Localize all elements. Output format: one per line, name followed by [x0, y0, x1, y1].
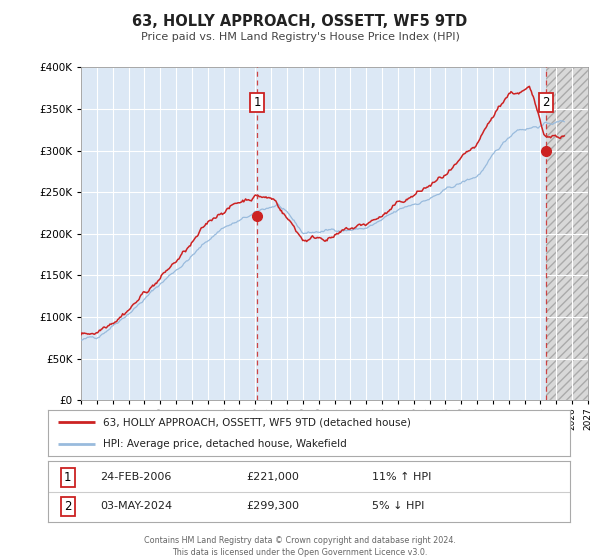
Text: 24-FEB-2006: 24-FEB-2006	[100, 472, 172, 482]
Text: 5% ↓ HPI: 5% ↓ HPI	[371, 501, 424, 511]
Text: HPI: Average price, detached house, Wakefield: HPI: Average price, detached house, Wake…	[103, 440, 347, 450]
Text: Price paid vs. HM Land Registry's House Price Index (HPI): Price paid vs. HM Land Registry's House …	[140, 32, 460, 43]
Bar	[546, 67, 588, 400]
Text: £299,300: £299,300	[247, 501, 299, 511]
Text: 1: 1	[64, 470, 71, 484]
Text: 2: 2	[64, 500, 71, 513]
Text: 63, HOLLY APPROACH, OSSETT, WF5 9TD: 63, HOLLY APPROACH, OSSETT, WF5 9TD	[133, 14, 467, 29]
Text: 2: 2	[542, 96, 550, 109]
Text: Contains HM Land Registry data © Crown copyright and database right 2024.
This d: Contains HM Land Registry data © Crown c…	[144, 536, 456, 557]
Text: 03-MAY-2024: 03-MAY-2024	[100, 501, 172, 511]
Text: £221,000: £221,000	[247, 472, 299, 482]
Text: 1: 1	[253, 96, 261, 109]
Text: 11% ↑ HPI: 11% ↑ HPI	[371, 472, 431, 482]
Text: 63, HOLLY APPROACH, OSSETT, WF5 9TD (detached house): 63, HOLLY APPROACH, OSSETT, WF5 9TD (det…	[103, 417, 410, 427]
